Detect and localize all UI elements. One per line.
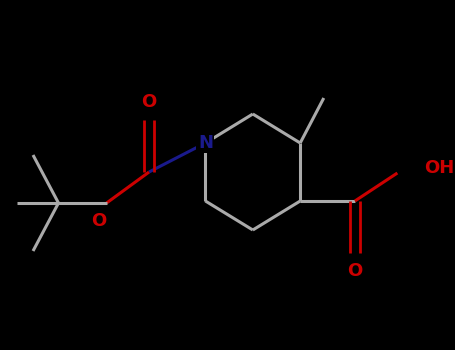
Text: O: O <box>347 262 363 280</box>
Text: O: O <box>142 93 157 111</box>
Text: O: O <box>91 212 106 230</box>
Text: N: N <box>198 134 213 152</box>
Text: OH: OH <box>424 159 454 177</box>
